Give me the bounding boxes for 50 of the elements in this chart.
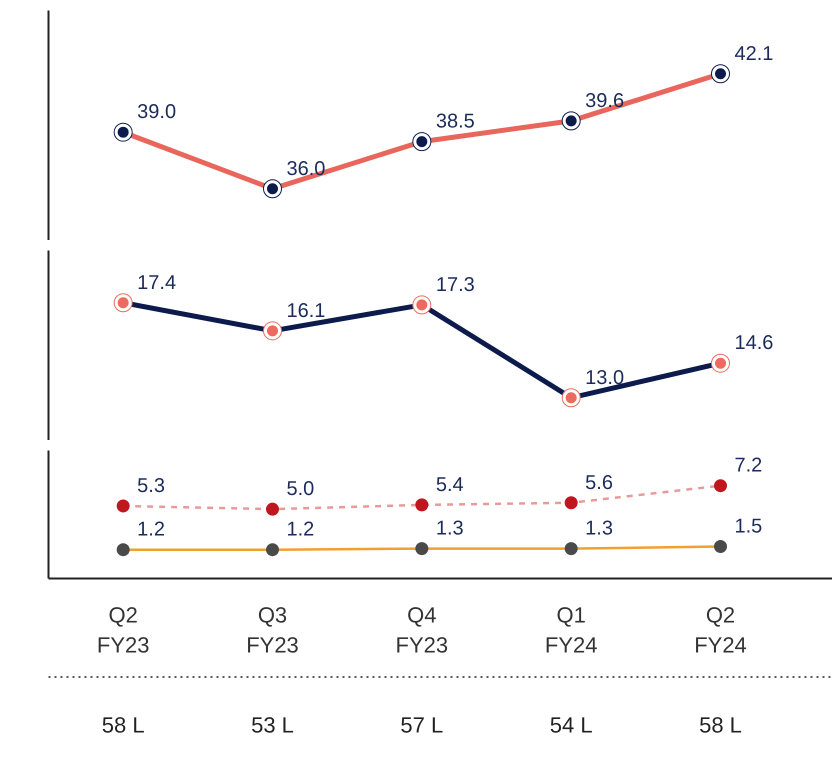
data-label: 38.5 [436, 110, 475, 133]
point [562, 111, 581, 130]
point [412, 132, 432, 152]
text: 58 L [699, 712, 742, 738]
text: 54 L [550, 712, 593, 738]
x-tick-label: Q4 FY23 [396, 602, 448, 658]
point [114, 293, 133, 312]
point [266, 543, 279, 556]
point [412, 295, 432, 314]
point [711, 64, 730, 84]
x-tick-label: Q1 FY24 [544, 602, 598, 658]
point [263, 179, 282, 198]
point [114, 122, 133, 142]
point [714, 479, 727, 492]
text: 58 L [102, 712, 145, 738]
point [415, 542, 428, 556]
data-label: 5.3 [137, 474, 165, 497]
point [266, 502, 279, 516]
data-label: 36.0 [286, 158, 326, 180]
data-label: 39.0 [137, 101, 176, 124]
x-tick-label: Q3 FY23 [246, 602, 299, 658]
point [415, 498, 428, 512]
point [263, 321, 282, 340]
point [564, 496, 578, 510]
data-label: 39.6 [585, 90, 624, 112]
data-label: 1.3 [436, 518, 464, 540]
data-label: 14.6 [734, 332, 774, 354]
data-label: 17.3 [436, 274, 475, 296]
data-label: 17.4 [137, 272, 176, 294]
x-tick-label: Q2 FY24 [694, 602, 747, 658]
point [714, 540, 727, 553]
data-label: 5.0 [286, 478, 314, 500]
data-label: 13.0 [585, 366, 624, 389]
data-label: 5.6 [585, 472, 613, 494]
data-label: 5.4 [436, 474, 464, 496]
point [116, 543, 130, 556]
data-label: 7.2 [734, 454, 762, 477]
point [711, 354, 730, 373]
data-label: 1.5 [734, 516, 762, 538]
point [564, 542, 578, 556]
text: 57 L [400, 712, 444, 738]
data-label: 1.2 [137, 518, 165, 541]
x-tick-label: Q2 FY23 [96, 602, 150, 658]
data-label: 16.1 [286, 300, 326, 322]
data-label: 1.2 [286, 518, 314, 541]
data-label: 1.3 [585, 518, 613, 540]
point [562, 388, 581, 408]
point [116, 499, 130, 512]
text: 53 L [251, 712, 294, 738]
data-label: 42.1 [734, 42, 774, 65]
